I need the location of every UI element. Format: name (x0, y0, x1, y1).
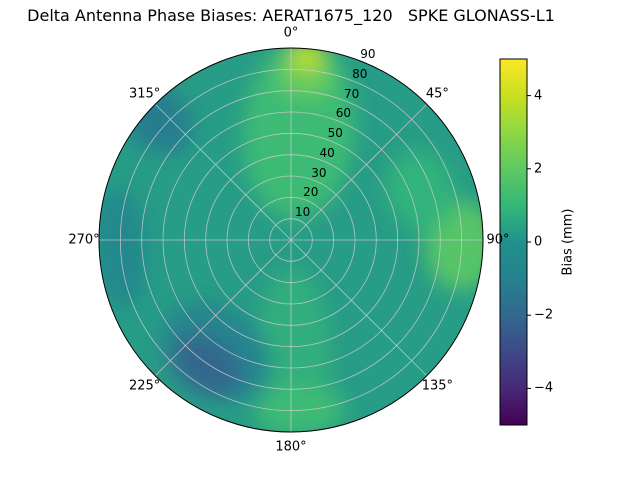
theta-gridline (154, 103, 292, 241)
bias-region (385, 150, 456, 231)
colorbar-axis-label: Bias (mm) (560, 208, 576, 276)
colorbar (499, 58, 528, 426)
chart-title: Delta Antenna Phase Biases: AERAT1675_12… (27, 6, 555, 25)
bias-region (170, 334, 242, 398)
polar-grid (98, 47, 484, 433)
theta-gridline (290, 103, 428, 241)
bias-region (290, 48, 325, 71)
colorbar-ticks (527, 95, 531, 389)
polar-outline (98, 47, 484, 433)
theta-gridline (290, 239, 428, 377)
theta-gridline (154, 239, 292, 377)
